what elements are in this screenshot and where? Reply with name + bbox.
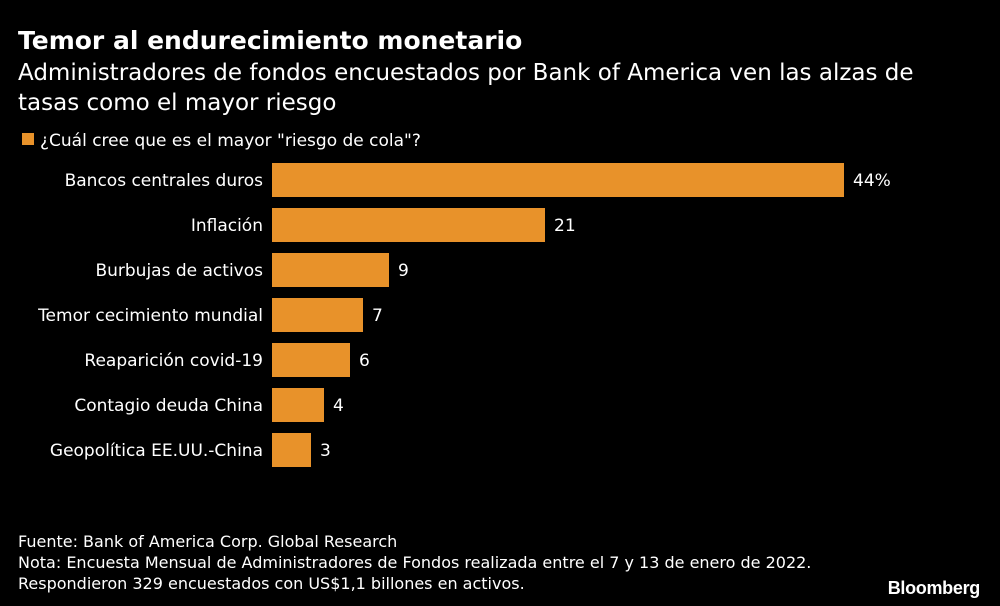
value-label-2: 9 [398,261,409,281]
bar-3 [272,298,363,332]
legend-label: ¿Cuál cree que es el mayor "riesgo de co… [40,131,421,151]
value-label-0: 44% [853,171,891,191]
bar-0 [272,163,844,197]
bar-6 [272,433,311,467]
value-label-6: 3 [320,441,331,461]
legend-swatch [22,133,34,145]
footer: Fuente: Bank of America Corp. Global Res… [18,531,838,594]
chart-subtitle: Administradores de fondos encuestados po… [18,60,914,116]
category-label-0: Bancos centrales duros [65,171,264,191]
bar-5 [272,388,324,422]
category-label-4: Reaparición covid-19 [84,351,263,371]
survey-note: Nota: Encuesta Mensual de Administradore… [18,553,812,593]
bar-1 [272,208,545,242]
chart-title: Temor al endurecimiento monetario [18,26,523,55]
value-label-4: 6 [359,351,370,371]
value-label-3: 7 [372,306,383,326]
value-label-5: 4 [333,396,344,416]
bloomberg-logo: Bloomberg [887,578,981,598]
bar-4 [272,343,350,377]
category-label-3: Temor cecimiento mundial [37,306,263,326]
category-label-6: Geopolítica EE.UU.-China [50,441,263,461]
source-note: Fuente: Bank of America Corp. Global Res… [18,532,398,551]
category-label-1: Inflación [191,216,263,236]
value-label-1: 21 [554,216,576,236]
category-label-2: Burbujas de activos [95,261,263,281]
legend: ¿Cuál cree que es el mayor "riesgo de co… [22,131,421,151]
bar-2 [272,253,389,287]
category-label-5: Contagio deuda China [74,396,263,416]
